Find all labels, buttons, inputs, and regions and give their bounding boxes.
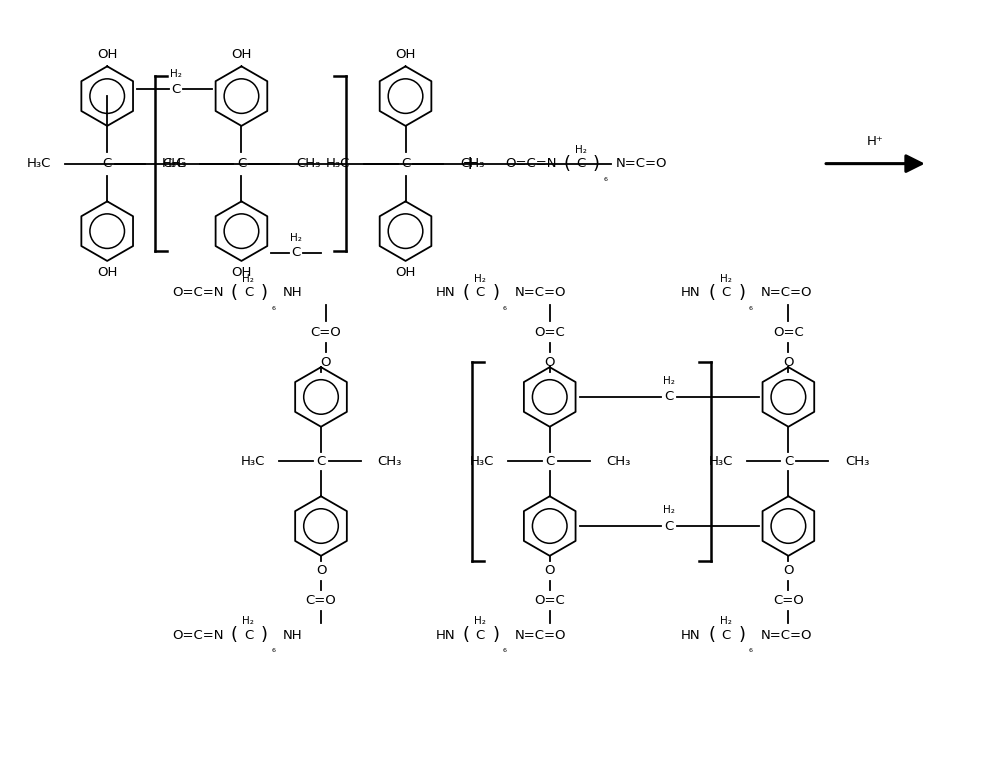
Text: OH: OH (97, 267, 117, 279)
Text: H₂: H₂ (720, 274, 732, 284)
Text: O: O (316, 565, 326, 577)
Text: O=C: O=C (773, 326, 804, 339)
Text: N=C=O: N=C=O (615, 157, 667, 170)
Text: ): ) (738, 284, 745, 302)
Text: H₃C: H₃C (708, 455, 733, 468)
Text: C: C (401, 157, 410, 170)
Text: O=C=N: O=C=N (172, 286, 223, 300)
Text: NH: NH (283, 286, 303, 300)
Text: NH: NH (283, 629, 303, 642)
Text: H₃C: H₃C (470, 455, 494, 468)
Text: HN: HN (681, 629, 701, 642)
Text: ₆: ₆ (271, 302, 275, 311)
Text: N=C=O: N=C=O (515, 629, 566, 642)
Text: O=C: O=C (534, 326, 565, 339)
Text: H₂: H₂ (474, 274, 486, 284)
Text: H₃C: H₃C (325, 157, 350, 170)
Text: (: ( (231, 626, 238, 644)
Text: H₂: H₂ (575, 145, 586, 155)
Text: CH₃: CH₃ (296, 157, 321, 170)
Text: C: C (237, 157, 246, 170)
Text: ₆: ₆ (503, 644, 507, 655)
Text: O: O (544, 565, 555, 577)
Text: ): ) (593, 155, 600, 173)
Text: C=O: C=O (311, 326, 341, 339)
Text: CH₃: CH₃ (845, 455, 869, 468)
Text: CH₃: CH₃ (162, 157, 186, 170)
Text: CH₃: CH₃ (606, 455, 631, 468)
Text: +: + (462, 154, 478, 173)
Text: O: O (321, 356, 331, 368)
Text: HN: HN (435, 629, 455, 642)
Text: C: C (576, 157, 585, 170)
Text: (: ( (231, 284, 238, 302)
Text: C: C (721, 629, 730, 642)
Text: O=C=N: O=C=N (172, 629, 223, 642)
Text: O: O (544, 356, 555, 368)
Text: O=C=N: O=C=N (505, 157, 556, 170)
Text: ₆: ₆ (749, 644, 753, 655)
Text: N=C=O: N=C=O (515, 286, 566, 300)
Text: C: C (664, 390, 674, 404)
Text: C: C (475, 629, 485, 642)
Text: ₆: ₆ (749, 302, 753, 311)
Text: (: ( (563, 155, 570, 173)
Text: H₂: H₂ (290, 233, 302, 243)
Text: C: C (784, 455, 793, 468)
Text: HN: HN (435, 286, 455, 300)
Text: ₆: ₆ (503, 302, 507, 311)
Text: C: C (721, 286, 730, 300)
Text: HN: HN (681, 286, 701, 300)
Text: C: C (664, 519, 674, 533)
Text: H₂: H₂ (242, 274, 254, 284)
Text: (: ( (463, 626, 470, 644)
Text: C: C (292, 246, 301, 260)
Text: H₂: H₂ (170, 70, 182, 79)
Text: CH₃: CH₃ (460, 157, 485, 170)
Text: OH: OH (97, 48, 117, 61)
Text: C: C (244, 286, 253, 300)
Text: ₆: ₆ (271, 644, 275, 655)
Text: C: C (316, 455, 326, 468)
Text: ₆: ₆ (603, 173, 607, 182)
Text: OH: OH (395, 48, 416, 61)
Text: C: C (244, 629, 253, 642)
Text: OH: OH (231, 48, 252, 61)
Text: ): ) (493, 626, 500, 644)
Text: ): ) (738, 626, 745, 644)
Text: (: ( (708, 284, 715, 302)
Text: N=C=O: N=C=O (761, 286, 812, 300)
Text: C: C (103, 157, 112, 170)
Text: ): ) (493, 284, 500, 302)
Text: H₂: H₂ (242, 616, 254, 626)
Text: OH: OH (231, 267, 252, 279)
Text: (: ( (463, 284, 470, 302)
Text: H₃C: H₃C (161, 157, 186, 170)
Text: C: C (475, 286, 485, 300)
Text: CH₃: CH₃ (378, 455, 402, 468)
Text: ): ) (261, 284, 268, 302)
Text: C=O: C=O (306, 594, 336, 607)
Text: OH: OH (395, 267, 416, 279)
Text: H₂: H₂ (474, 616, 486, 626)
Text: C: C (545, 455, 554, 468)
Text: N=C=O: N=C=O (761, 629, 812, 642)
Text: C=O: C=O (773, 594, 804, 607)
Text: H₃C: H₃C (27, 157, 52, 170)
Text: O: O (783, 565, 794, 577)
Text: H₂: H₂ (663, 376, 675, 386)
Text: H₂: H₂ (663, 505, 675, 515)
Text: (: ( (708, 626, 715, 644)
Text: O: O (783, 356, 794, 368)
Text: O=C: O=C (534, 594, 565, 607)
Text: ): ) (261, 626, 268, 644)
Text: H₂: H₂ (720, 616, 732, 626)
Text: H⁺: H⁺ (867, 135, 884, 149)
Text: H₃C: H₃C (241, 455, 265, 468)
Text: C: C (171, 83, 180, 95)
